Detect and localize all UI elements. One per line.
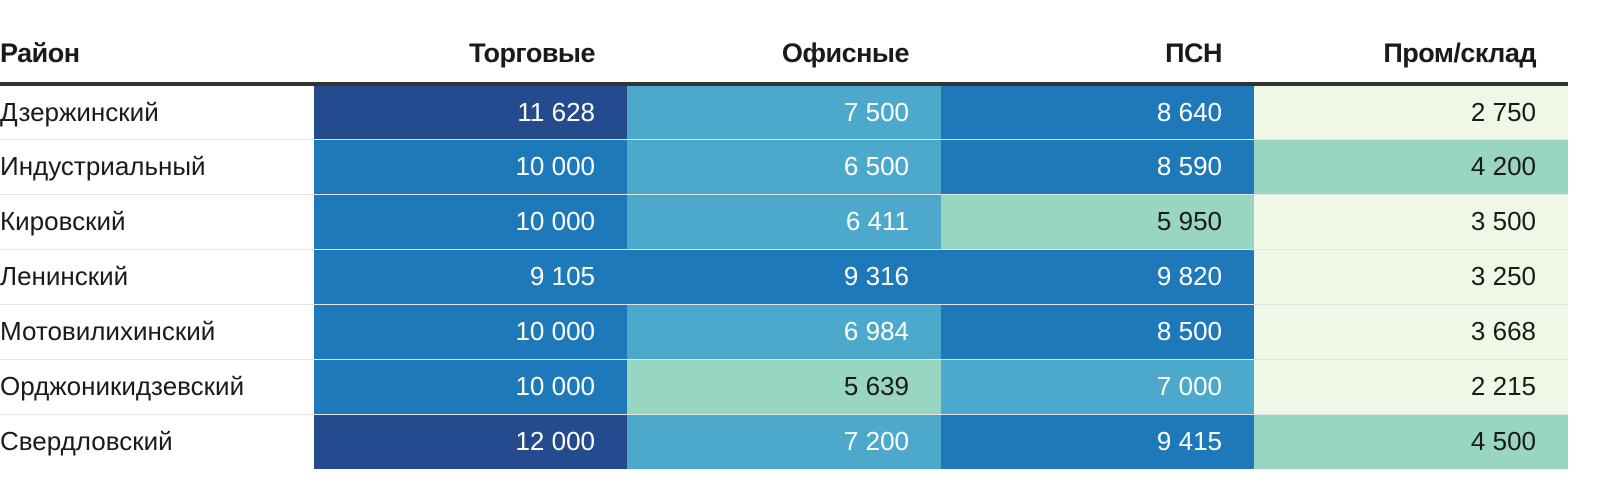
value-cell: 3 668 — [1254, 304, 1568, 360]
value-cell: 10 000 — [314, 359, 627, 415]
value-cell: 8 640 — [941, 84, 1254, 140]
value-cell: 4 500 — [1254, 414, 1568, 469]
table-body: Дзержинский 11 628 7 500 8 640 2 750 Инд… — [0, 84, 1568, 469]
value-cell: 2 215 — [1254, 359, 1568, 415]
table-row: Мотовилихинский 10 000 6 984 8 500 3 668 — [0, 304, 1568, 360]
district-name: Ленинский — [0, 249, 314, 305]
value-cell: 10 000 — [314, 194, 627, 250]
table-row: Дзержинский 11 628 7 500 8 640 2 750 — [0, 84, 1568, 140]
table-row: Ленинский 9 105 9 316 9 820 3 250 — [0, 249, 1568, 305]
column-header-retail: Торговые — [314, 24, 627, 86]
heatmap-table: Район Торговые Офисные ПСН Пром/склад Дз… — [0, 24, 1568, 469]
table-row: Орджоникидзевский 10 000 5 639 7 000 2 2… — [0, 359, 1568, 415]
value-cell: 10 000 — [314, 304, 627, 360]
value-cell: 10 000 — [314, 139, 627, 195]
table-row: Свердловский 12 000 7 200 9 415 4 500 — [0, 414, 1568, 469]
value-cell: 3 500 — [1254, 194, 1568, 250]
value-cell: 12 000 — [314, 414, 627, 469]
value-cell: 7 200 — [627, 414, 941, 469]
value-cell: 6 411 — [627, 194, 941, 250]
value-cell: 9 105 — [314, 249, 627, 305]
value-cell: 5 639 — [627, 359, 941, 415]
value-cell: 6 984 — [627, 304, 941, 360]
district-name: Свердловский — [0, 414, 314, 469]
district-name: Кировский — [0, 194, 314, 250]
value-cell: 7 000 — [941, 359, 1254, 415]
table-row: Индустриальный 10 000 6 500 8 590 4 200 — [0, 139, 1568, 195]
value-cell: 6 500 — [627, 139, 941, 195]
header-row: Район Торговые Офисные ПСН Пром/склад — [0, 24, 1568, 86]
value-cell: 11 628 — [314, 84, 627, 140]
district-name: Мотовилихинский — [0, 304, 314, 360]
district-name: Дзержинский — [0, 84, 314, 140]
table-row: Кировский 10 000 6 411 5 950 3 500 — [0, 194, 1568, 250]
district-name: Индустриальный — [0, 139, 314, 195]
column-header-industrial: Пром/склад — [1254, 24, 1568, 86]
value-cell: 4 200 — [1254, 139, 1568, 195]
value-cell: 9 316 — [627, 249, 941, 305]
value-cell: 8 500 — [941, 304, 1254, 360]
column-header-psn: ПСН — [941, 24, 1254, 86]
value-cell: 5 950 — [941, 194, 1254, 250]
column-header-district: Район — [0, 24, 314, 86]
value-cell: 9 820 — [941, 249, 1254, 305]
value-cell: 8 590 — [941, 139, 1254, 195]
value-cell: 9 415 — [941, 414, 1254, 469]
value-cell: 7 500 — [627, 84, 941, 140]
heatmap-table-container: Район Торговые Офисные ПСН Пром/склад Дз… — [0, 24, 1568, 469]
district-name: Орджоникидзевский — [0, 359, 314, 415]
column-header-office: Офисные — [627, 24, 941, 86]
value-cell: 3 250 — [1254, 249, 1568, 305]
value-cell: 2 750 — [1254, 84, 1568, 140]
